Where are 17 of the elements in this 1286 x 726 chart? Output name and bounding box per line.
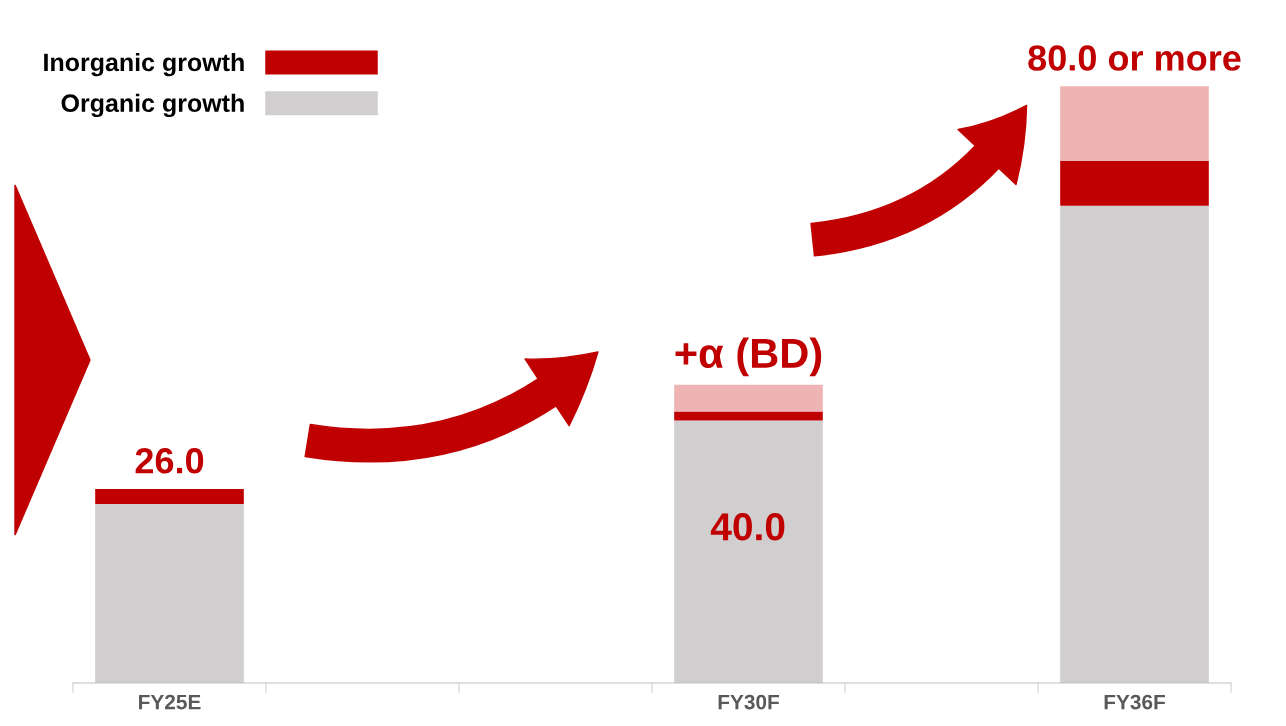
annotation: 40.0 [710, 513, 785, 541]
annotation: 80.0 or more [1028, 45, 1241, 71]
bar [95, 503, 244, 683]
bar [1060, 160, 1209, 206]
legend-label: Organic growth [61, 93, 244, 118]
annotation: 26.0 [135, 448, 204, 474]
annotation: +α (BD) [675, 337, 822, 377]
legend-label: Inorganic growth [44, 52, 244, 77]
bar [1060, 205, 1209, 683]
bar [95, 489, 244, 504]
x-tick-label: FY36F [1104, 694, 1165, 710]
bar [1060, 86, 1209, 161]
bar [674, 411, 823, 421]
x-tick-label: FY25E [139, 694, 201, 710]
x-tick-label: FY30F [718, 694, 779, 710]
bar [674, 384, 823, 412]
bar [674, 420, 823, 683]
